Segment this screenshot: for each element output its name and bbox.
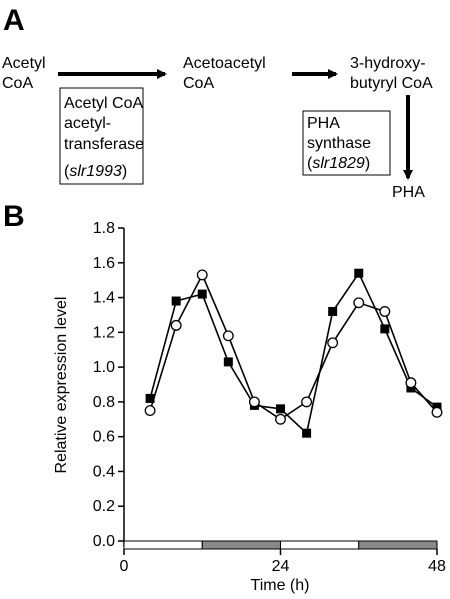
open-circle-point — [275, 413, 286, 425]
acetoacetyl-coa-label-line2: CoA — [183, 75, 214, 92]
filled-square-point — [197, 289, 207, 299]
y-tick-label: 1.0 — [93, 359, 115, 376]
enzyme1-gene-name: slr1993 — [69, 163, 122, 180]
enzyme2-box — [302, 110, 391, 176]
acetoacetyl-coa-label-line1: Acetoacetyl — [183, 55, 266, 72]
open-circle-point — [431, 406, 443, 418]
light-dark-bar — [123, 540, 438, 550]
series-line-open-circle — [149, 273, 438, 421]
y-tick-label: 0.4 — [93, 463, 115, 480]
acetyl-coa-label-line2: CoA — [2, 75, 33, 92]
x-ticks: 0 24 48 — [120, 549, 446, 575]
y-tick-label: 1.8 — [93, 220, 115, 237]
enzyme2-line2: synthase — [307, 135, 371, 152]
x-axis-label: Time (h) — [251, 577, 310, 594]
filled-square-point — [328, 306, 338, 316]
filled-square-point — [171, 296, 181, 306]
filled-square-point — [302, 428, 312, 438]
enzyme1-box — [59, 87, 144, 185]
enzyme1-line2: acetyl- — [64, 115, 111, 132]
filled-square-point — [354, 268, 364, 278]
filled-square-point — [380, 324, 390, 334]
y-tick-label: 0.8 — [93, 394, 115, 411]
filled-square-point — [276, 404, 285, 414]
pha-label: PHA — [392, 184, 425, 201]
open-circle-point — [353, 297, 365, 309]
series-markers — [144, 268, 443, 438]
y-tick-label: 1.2 — [93, 324, 115, 341]
open-circle-point — [170, 319, 182, 331]
light-period-segment — [280, 540, 360, 550]
dark-period-segment — [201, 540, 281, 550]
light-period-segment — [123, 540, 203, 550]
open-circle-point — [248, 396, 260, 408]
x-tick-label: 0 — [120, 558, 129, 575]
series-line-filled-square — [149, 271, 438, 435]
open-circle-point — [196, 269, 208, 281]
filled-square-point — [223, 357, 233, 367]
y-tick-label: 1.6 — [93, 255, 115, 272]
expression-chart: 0.0 0.2 0.4 0.6 0.8 1.0 1.2 1.4 1.6 1.8 0 24 48 Tim… — [53, 220, 446, 594]
open-circle-point — [327, 337, 339, 349]
hydroxybutyryl-coa-label-line2: butyryl CoA — [350, 75, 433, 92]
x-tick-label: 48 — [428, 558, 446, 575]
open-circle-point — [222, 330, 234, 342]
acetyl-coa-label-line1: Acetyl — [2, 55, 46, 72]
enzyme1-line1: Acetyl CoA — [64, 95, 143, 112]
open-circle-point — [144, 405, 156, 417]
panel-a-letter: A — [3, 4, 25, 37]
open-circle-point — [379, 306, 391, 317]
y-tick-label: 1.4 — [93, 290, 115, 307]
y-ticks: 0.0 0.2 0.4 0.6 0.8 1.0 1.2 1.4 1.6 1.8 — [93, 220, 124, 550]
y-tick-label: 0.2 — [93, 498, 115, 515]
series-lines — [149, 271, 438, 435]
filled-square-point — [145, 393, 155, 403]
enzyme1-line3: transferase — [64, 136, 144, 153]
open-circle-point — [405, 377, 417, 389]
y-tick-label: 0.6 — [93, 429, 115, 446]
dark-period-segment — [358, 540, 438, 550]
enzyme1-gene: (slr1993) — [64, 163, 127, 180]
enzyme2-gene: (slr1829) — [307, 155, 370, 172]
y-tick-label: 0.0 — [93, 533, 115, 550]
hydroxybutyryl-coa-label-line1: 3-hydroxy- — [350, 55, 426, 72]
y-axis-label: Relative expression level — [53, 297, 70, 474]
enzyme2-line1: PHA — [307, 115, 340, 132]
x-tick-label: 24 — [272, 558, 290, 575]
panel-b-letter: B — [3, 200, 25, 233]
open-circle-point — [301, 396, 313, 408]
enzyme2-gene-name: slr1829 — [312, 155, 365, 172]
